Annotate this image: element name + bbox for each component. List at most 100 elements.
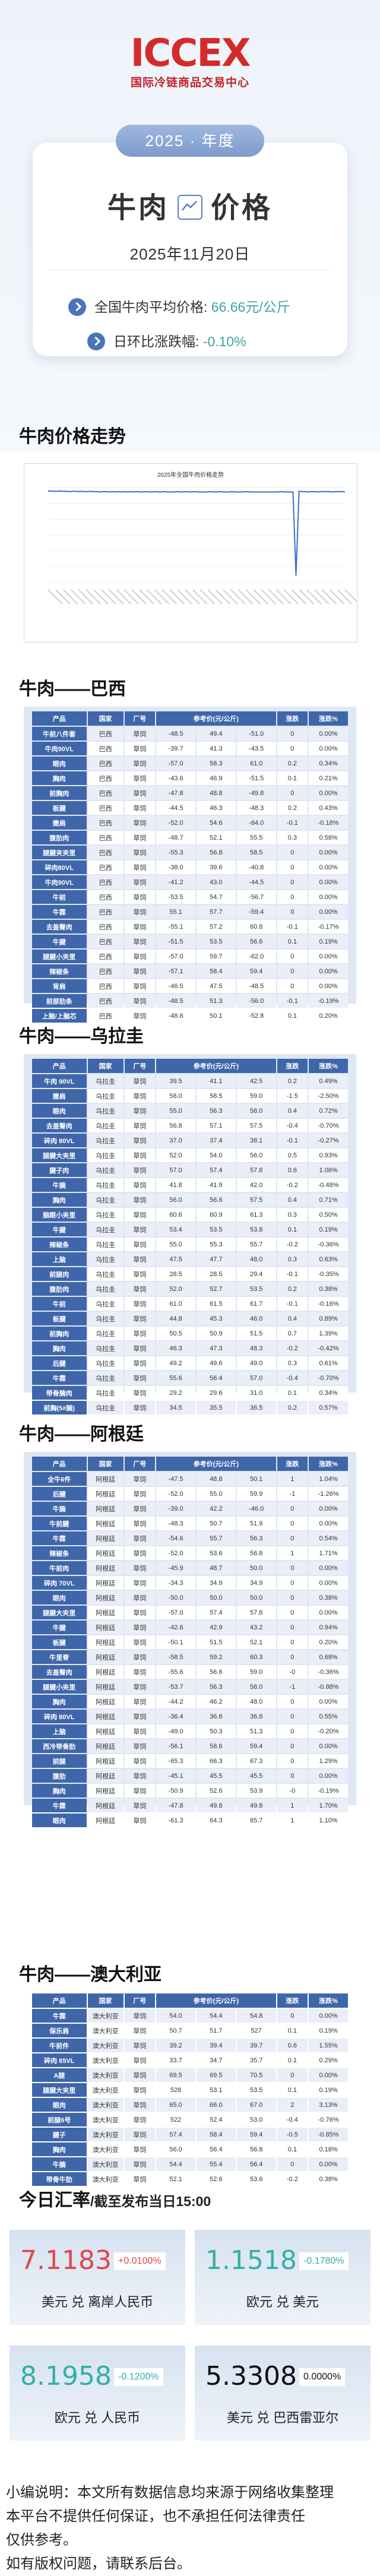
table-cell: 61.0 [156, 1297, 195, 1311]
table-cell: 草饲 [124, 1089, 156, 1103]
table-cell: -1 [277, 1487, 308, 1501]
table-cell: 草饲 [124, 2024, 156, 2037]
table-cell: -45.1 [156, 1769, 195, 1783]
table-row: 前腿 阿根廷 草饲 -65.3 66.3 67.3 0 1.29% [32, 1754, 348, 1768]
product-name-cell: 碎肉 70VL [32, 1576, 87, 1590]
table-cell: 草饲 [124, 801, 156, 815]
table-row: 牛腩 乌拉圭 草饲 41.8 41.9 42.0 -0.2 -0.48% [32, 1178, 348, 1192]
table-cell: 57.5 [236, 1119, 276, 1132]
table-cell: 巴西 [87, 905, 124, 919]
chevron-right-icon [68, 298, 86, 316]
table-cell: 0.29% [309, 2053, 348, 2067]
table-cell: 阿根廷 [87, 1724, 124, 1738]
logo-mark: ICCEX [130, 31, 251, 75]
table-cell: 草饲 [124, 1267, 156, 1281]
table-cell: 51.3 [236, 1724, 276, 1738]
x-tick-mark [283, 589, 299, 605]
table-row: 去盖臀肉 巴西 草饲 -55.1 57.2 60.8 -0.1 -0.17% [32, 920, 348, 933]
table-header-cell: 涨跌 [277, 1457, 308, 1471]
table-cell: -54.6 [156, 1531, 195, 1545]
table-cell: 草饲 [124, 1148, 156, 1162]
table-cell: 草饲 [124, 1223, 156, 1236]
dod-change-label: 日环比涨跌幅: [113, 334, 200, 349]
table-cell: 乌拉圭 [87, 1341, 124, 1355]
table-row: 全牛6件 阿根廷 草饲 -47.5 48.8 50.1 1 1.04% [32, 1472, 348, 1486]
table-row: A腿 澳大利亚 草饲 69.5 69.5 70.5 0 0.00% [32, 2068, 348, 2082]
table-cell: 澳大利亚 [87, 2128, 124, 2141]
table-cell: 47.3 [196, 1341, 236, 1355]
table-cell: -42.6 [156, 1621, 195, 1634]
table-cell: 48.0 [236, 1252, 276, 1266]
table-row: 牛里脊 阿根廷 草饲 -58.5 59.2 60.3 0 0.68% [32, 1650, 348, 1664]
table-cell: 0.7 [277, 1327, 308, 1340]
table-cell: 乌拉圭 [87, 1178, 124, 1192]
footer-note: 小编说明：本文所有数据信息均来源于网络收集整理 本平台不提供任何保证，也不承担任… [6, 2481, 374, 2576]
table-cell: 48.8 [196, 786, 236, 800]
fx-card-bg [10, 2230, 185, 2325]
product-name-cell: 带骨腩肉 [32, 1386, 87, 1400]
product-name-cell: 胸肉 [32, 1341, 87, 1355]
table-row: 牛前八件套 巴西 草饲 -48.5 49.4 -51.0 0 0.00% [32, 727, 348, 740]
table-cell: 草饲 [124, 1799, 156, 1812]
note-line: 仅供参考。 [6, 2532, 77, 2548]
table-cell: 草饲 [124, 1356, 156, 1370]
trend-chart-svg: 2025年全国牛肉价格走势 [48, 471, 360, 605]
fx-pair-label: 欧元 兑 人民币 [54, 2410, 141, 2425]
table-cell: 36.6 [196, 1710, 236, 1723]
table-cell: 0 [277, 1769, 308, 1783]
product-name-cell: 板腱 [32, 801, 87, 815]
table-cell: 巴西 [87, 1009, 124, 1023]
table-row: 牛霖 澳大利亚 草饲 54.0 54.4 54.8 0 0.00% [32, 2009, 348, 2023]
table-cell: 阿根廷 [87, 1606, 124, 1619]
table-cell: 47.7 [196, 1252, 236, 1266]
table-cell: 草饲 [124, 1754, 156, 1768]
table-cell: 1 [277, 1814, 308, 1827]
table-cell: 0.71% [309, 1193, 348, 1207]
table-cell: 0.1 [277, 2053, 308, 2067]
table-cell: 草饲 [124, 1401, 156, 1414]
summary-card: 牛肉 价格 2025年11月20日 全国牛肉平均价格: 66.66元/公斤 日环比… [33, 143, 347, 356]
table-cell: 64.3 [196, 1814, 236, 1827]
table-cell: 522 [156, 2113, 195, 2126]
product-name-cell: 牛前肉 [32, 1561, 87, 1575]
table-cell: 48.0 [236, 1695, 276, 1708]
table-cell: 草饲 [124, 1327, 156, 1340]
table-cell: 54.0 [196, 1148, 236, 1162]
table-cell: 1.55% [309, 2039, 348, 2052]
product-name-cell: 嫩肩 [32, 1089, 87, 1103]
table-row: 碎肉 80VL 乌拉圭 草饲 37.0 37.4 38.1 -0.1 -0.27% [32, 1134, 348, 1147]
product-name-cell: 牛肉90VL [32, 875, 87, 889]
table-cell: 57.4 [156, 2128, 195, 2141]
x-tick-mark [86, 589, 101, 605]
fx-change: -0.1780% [299, 2252, 349, 2270]
table-cell: 52.6 [196, 1784, 236, 1797]
table-row: 腿腱小夹里 巴西 草饲 -57.0 59.7 -62.0 0 0.00% [32, 950, 348, 963]
table-cell: 54.7 [196, 890, 236, 904]
table-cell: 52.7 [196, 1282, 236, 1296]
table-cell: 草饲 [124, 1621, 156, 1634]
table-cell: 52.0 [156, 1148, 195, 1162]
table-cell: 0 [277, 786, 308, 800]
table-cell: 草饲 [124, 742, 156, 755]
table-cell: 0.94% [309, 1621, 348, 1634]
table-cell: 65.7 [236, 1814, 276, 1827]
table-cell: -55.6 [156, 1665, 195, 1679]
table-row: 碎肉80VL 巴西 草饲 -38.0 39.6 -40.8 0 0.00% [32, 860, 348, 874]
table-cell: 0.20% [309, 1635, 348, 1649]
table-cell: 52.1 [236, 1635, 276, 1649]
table-cell: 41.8 [156, 1178, 195, 1192]
table-cell: 乌拉圭 [87, 1401, 124, 1414]
table-cell: 61.5 [196, 1297, 236, 1311]
table-cell: 乌拉圭 [87, 1327, 124, 1340]
x-tick-mark [291, 589, 307, 605]
table-cell: 阿根廷 [87, 1502, 124, 1515]
table-cell: 0.00% [309, 1561, 348, 1575]
table-header-cell: 产品 [32, 1993, 87, 2008]
x-tick-mark [139, 589, 154, 605]
table-cell: 澳大利亚 [87, 2098, 124, 2112]
table-cell: -50.9 [156, 1784, 195, 1797]
table-cell: 29.6 [196, 1386, 236, 1400]
table-cell: 54.8 [236, 2009, 276, 2023]
table-cell: -44.5 [236, 875, 276, 889]
fx-rate: 8.1958 [20, 2361, 112, 2391]
